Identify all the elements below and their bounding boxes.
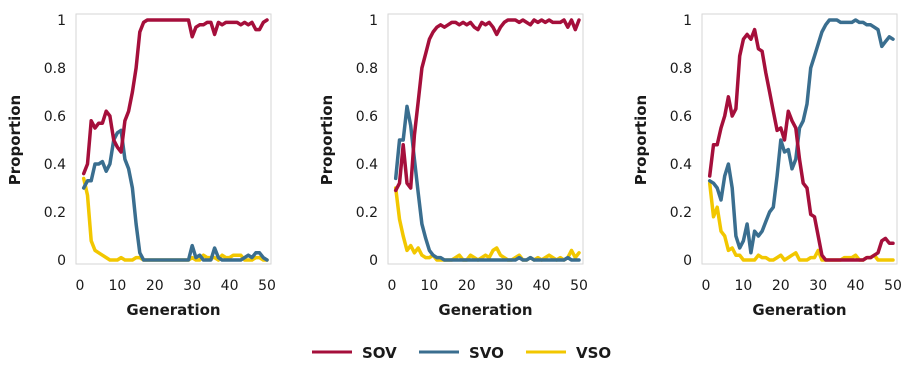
legend-item-sov: SOV [312,344,397,362]
x-tick-label: 10 [108,278,126,294]
plot-frame [387,13,584,265]
y-axis-title: Proportion [632,95,650,185]
x-axis-title: Generation [126,301,220,319]
y-tick-label: 1 [57,13,66,29]
legend-item-svo: SVO [419,344,504,362]
series-line-vso [393,186,581,262]
chart-panel-1: 00.20.40.60.810 10 20 30 40 50GenerationPropo… [6,13,276,319]
legend-label: SOV [362,344,397,362]
x-tick-label: 10 [734,278,752,294]
series-line-svo [707,18,895,255]
series-line-sov [707,27,895,262]
x-tick-label: 30 [495,278,513,294]
y-tick-label: 0 [369,253,378,269]
chart-panel-3: 00.20.40.60.810 10 20 30 40 50GenerationPropo… [632,13,901,319]
y-tick-label: 0.8 [44,61,66,77]
plot-frame [75,13,272,265]
x-axis-title: Generation [752,301,846,319]
x-tick-label: 50 [570,278,588,294]
y-tick-label: 0.8 [356,61,378,77]
x-tick-label: 30 [183,278,201,294]
x-tick-label: 50 [884,278,901,294]
x-tick-label: 20 [146,278,164,294]
plot-frame [701,13,898,265]
x-tick-label: 40 [221,278,239,294]
series-line-svo [81,128,269,262]
y-tick-label: 0 [57,253,66,269]
x-tick-label: 10 [420,278,438,294]
series-line-vso [81,176,269,262]
x-tick-label: 20 [458,278,476,294]
legend: SOV SVO VSO [312,344,611,362]
series-line-svo [393,104,581,262]
legend-label: VSO [576,344,611,362]
x-axis-title: Generation [438,301,532,319]
chart-panels: 00.20.40.60.810 10 20 30 40 50GenerationPropo… [6,13,901,319]
y-tick-label: 0 [683,253,692,269]
y-tick-label: 0.2 [670,205,692,221]
series-line-sov [81,18,269,176]
x-tick-label: 0 [76,278,85,294]
y-tick-label: 0.6 [670,109,692,125]
legend-label: SVO [469,344,504,362]
y-axis-title: Proportion [6,95,24,185]
x-tick-label: 40 [847,278,865,294]
series-line-vso [707,181,895,262]
x-tick-label: 0 [388,278,397,294]
y-tick-label: 0.4 [44,157,66,173]
y-tick-label: 0.2 [356,205,378,221]
legend-item-vso: VSO [526,344,611,362]
x-tick-label: 50 [258,278,276,294]
y-tick-label: 0.8 [670,61,692,77]
x-tick-label: 30 [809,278,827,294]
x-tick-label: 40 [533,278,551,294]
y-tick-label: 1 [683,13,692,29]
y-tick-label: 0.4 [356,157,378,173]
y-tick-label: 1 [369,13,378,29]
chart-panel-2: 00.20.40.60.810 10 20 30 40 50GenerationPropo… [318,13,588,319]
y-tick-label: 0.6 [356,109,378,125]
x-tick-label: 0 [702,278,711,294]
y-axis-title: Proportion [318,95,336,185]
x-tick-label: 20 [772,278,790,294]
y-tick-label: 0.4 [670,157,692,173]
y-tick-label: 0.2 [44,205,66,221]
y-tick-label: 0.6 [44,109,66,125]
series-line-sov [393,18,581,193]
